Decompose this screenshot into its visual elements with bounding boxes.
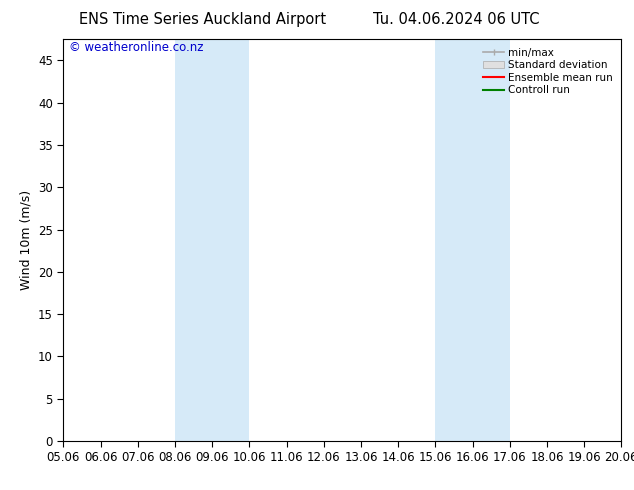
Text: ENS Time Series Auckland Airport: ENS Time Series Auckland Airport	[79, 12, 327, 27]
Text: © weatheronline.co.nz: © weatheronline.co.nz	[69, 41, 204, 54]
Y-axis label: Wind 10m (m/s): Wind 10m (m/s)	[20, 190, 32, 290]
Text: Tu. 04.06.2024 06 UTC: Tu. 04.06.2024 06 UTC	[373, 12, 540, 27]
Legend: min/max, Standard deviation, Ensemble mean run, Controll run: min/max, Standard deviation, Ensemble me…	[480, 45, 616, 98]
Bar	[175, 39, 249, 441]
Bar	[436, 39, 510, 441]
